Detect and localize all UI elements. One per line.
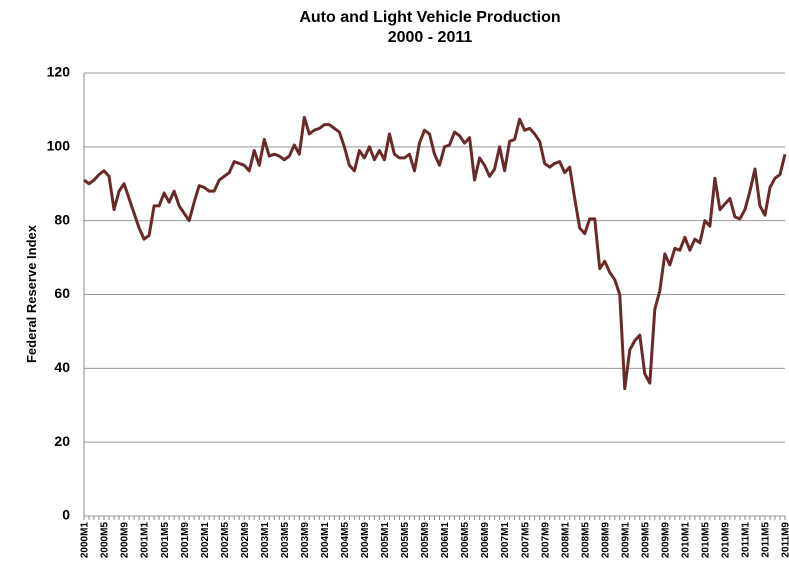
- x-tick-label: 2007M5: [520, 522, 531, 559]
- x-tick-label: 2011M5: [761, 522, 772, 558]
- x-tick-label: 2010M1: [680, 522, 691, 559]
- x-tick-label: 2009M1: [620, 522, 631, 559]
- x-tick-label: 2003M9: [300, 522, 311, 559]
- x-tick-label: 2005M5: [400, 522, 411, 559]
- x-tick-label: 2003M5: [280, 522, 291, 559]
- x-tick-label: 2010M9: [721, 522, 732, 559]
- y-tick-label: 120: [47, 64, 71, 80]
- x-tick-label: 2006M9: [480, 522, 491, 559]
- y-tick-label: 80: [54, 211, 70, 227]
- y-tick-label: 100: [47, 138, 71, 154]
- x-tick-label: 2005M1: [380, 522, 391, 559]
- x-tick-label: 2000M5: [100, 522, 111, 559]
- x-tick-label: 2006M1: [440, 522, 451, 559]
- x-tick-label: 2002M9: [240, 522, 251, 559]
- x-tick-label: 2008M5: [580, 522, 591, 559]
- x-tick-label: 2004M9: [360, 522, 371, 559]
- x-tick-label: 2004M1: [320, 522, 331, 559]
- x-tick-label: 2010M5: [701, 522, 712, 559]
- y-tick-label: 40: [54, 359, 70, 375]
- x-tick-label: 2006M5: [460, 522, 471, 559]
- x-tick-label: 2007M9: [540, 522, 551, 559]
- x-tick-label: 2009M9: [660, 522, 671, 559]
- y-tick-label: 0: [62, 507, 70, 523]
- x-tick-label: 2011M9: [781, 522, 789, 558]
- x-tick-label: 2001M1: [140, 522, 151, 559]
- x-tick-label: 2001M9: [180, 522, 191, 559]
- x-tick-label: 2004M5: [340, 522, 351, 559]
- x-tick-label: 2008M1: [560, 522, 571, 559]
- x-tick-label: 2002M1: [200, 522, 211, 559]
- y-tick-label: 20: [54, 433, 70, 449]
- x-tick-label: 2002M5: [220, 522, 231, 559]
- x-tick-label: 2005M9: [420, 522, 431, 559]
- x-tick-label: 2009M5: [640, 522, 651, 559]
- chart-title: Auto and Light Vehicle Production: [299, 9, 560, 26]
- x-tick-label: 2000M1: [80, 522, 91, 559]
- x-tick-label: 2007M1: [500, 522, 511, 559]
- x-tick-label: 2008M9: [600, 522, 611, 559]
- y-axis-label: Federal Reserve Index: [24, 224, 39, 363]
- series-line: [83, 115, 787, 391]
- x-tick-label: 2001M5: [160, 522, 171, 559]
- x-tick-label: 2011M1: [741, 522, 752, 558]
- x-tick-label: 2000M9: [120, 522, 131, 559]
- chart-subtitle: 2000 - 2011: [388, 29, 473, 46]
- y-tick-label: 60: [54, 285, 70, 301]
- x-tick-label: 2003M1: [260, 522, 271, 559]
